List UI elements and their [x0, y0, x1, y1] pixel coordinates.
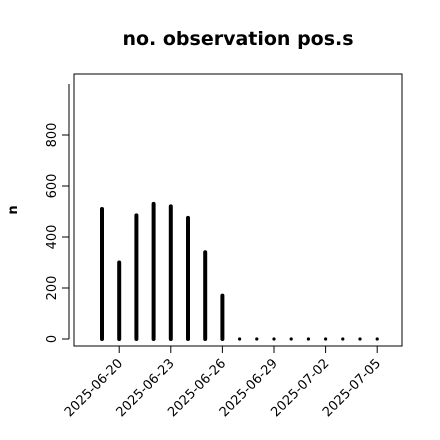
y-tick-label: 0: [45, 335, 60, 343]
y-tick-label: 800: [45, 123, 60, 148]
plot-frame: [73, 73, 403, 347]
y-tick-label: 600: [45, 174, 60, 199]
bars: [100, 201, 379, 341]
bar: [255, 337, 259, 341]
bar: [289, 337, 293, 341]
y-tick-label: 400: [45, 225, 60, 250]
bar: [375, 337, 379, 341]
y-tick-label: 200: [45, 276, 60, 301]
y-axis-label: n: [6, 205, 21, 214]
x-axis: 2025-06-202025-06-232025-06-262025-06-29…: [62, 345, 384, 420]
bar: [358, 337, 362, 341]
chart-title: no. observation pos.s: [122, 28, 353, 50]
y-axis: 0 200 400 600 800: [45, 84, 70, 343]
bar: [324, 337, 328, 341]
bar: [306, 337, 310, 341]
bar: [272, 337, 276, 341]
bar: [341, 337, 345, 341]
bar: [238, 337, 242, 341]
